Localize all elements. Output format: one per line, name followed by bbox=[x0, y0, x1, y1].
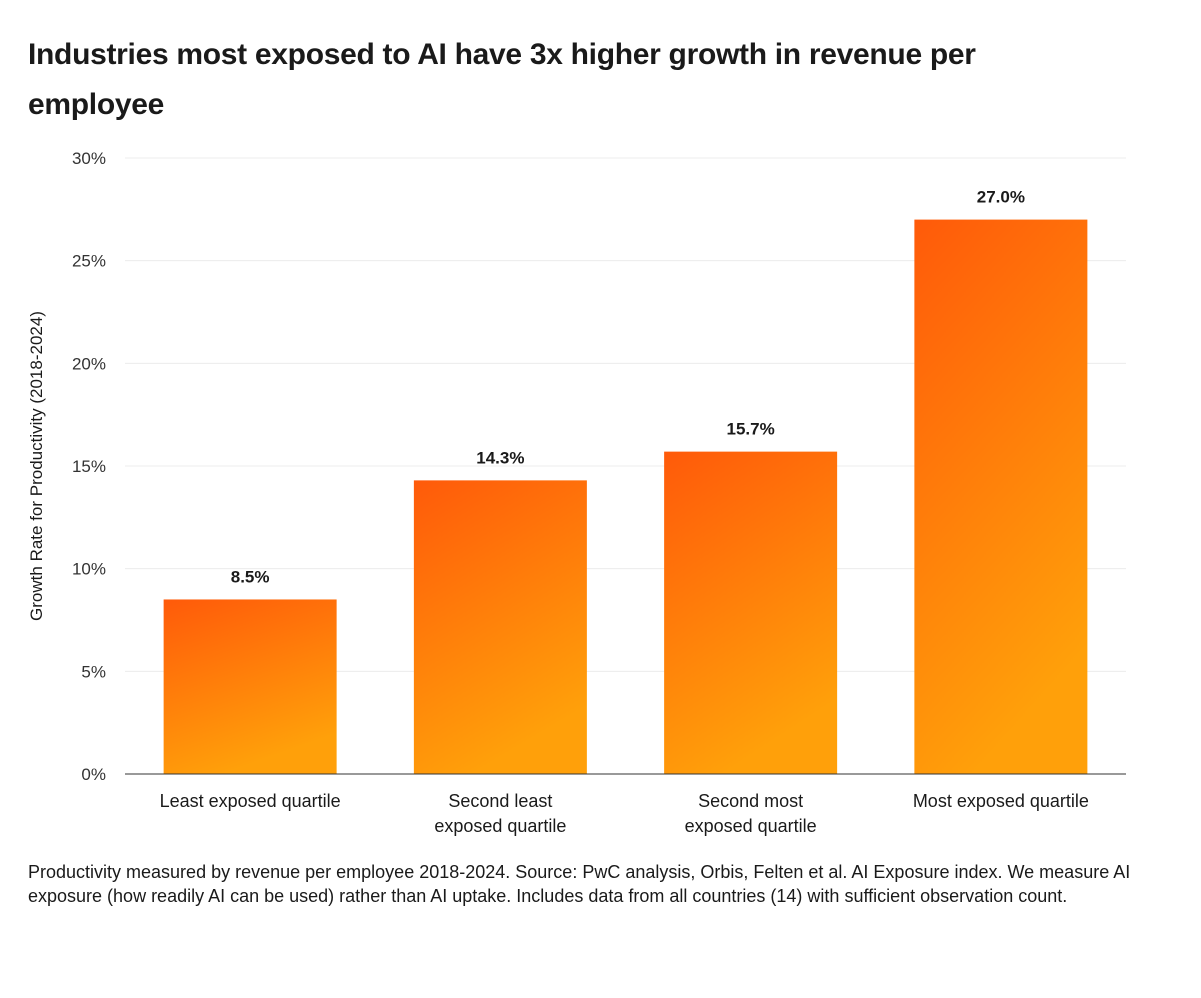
bar bbox=[664, 451, 838, 774]
y-tick-label: 25% bbox=[72, 252, 106, 271]
x-category-label: Second least exposed quartile bbox=[434, 791, 566, 836]
y-tick-label: 20% bbox=[72, 354, 106, 373]
value-labels: 8.5% 14.3% 15.7% 27.0% bbox=[231, 188, 1025, 587]
x-category-label: Least exposed quartile bbox=[160, 791, 341, 811]
y-tick-label: 10% bbox=[72, 560, 106, 579]
source-footnote: Productivity measured by revenue per emp… bbox=[28, 862, 1131, 906]
bar-value-label: 8.5% bbox=[231, 567, 270, 586]
y-axis-ticks: 0% 5% 10% 15% 20% 25% 30% bbox=[72, 149, 106, 784]
y-tick-label: 5% bbox=[81, 662, 106, 681]
y-tick-label: 0% bbox=[81, 765, 106, 784]
bar-value-label: 27.0% bbox=[977, 188, 1025, 207]
y-axis-label: Growth Rate for Productivity (2018-2024) bbox=[27, 311, 46, 621]
bar-value-label: 15.7% bbox=[727, 420, 775, 439]
x-axis-categories: Least exposed quartile Second least expose… bbox=[160, 791, 1089, 836]
bar bbox=[413, 480, 587, 774]
bar bbox=[914, 219, 1088, 775]
chart-title: Industries most exposed to AI have 3x hi… bbox=[28, 38, 976, 121]
y-tick-label: 15% bbox=[72, 457, 106, 476]
y-tick-label: 30% bbox=[72, 149, 106, 168]
bars bbox=[163, 219, 1088, 775]
bar-value-label: 14.3% bbox=[476, 448, 524, 467]
bar bbox=[163, 599, 337, 774]
x-category-label: Second most exposed quartile bbox=[685, 791, 817, 836]
x-category-label: Most exposed quartile bbox=[913, 791, 1089, 811]
